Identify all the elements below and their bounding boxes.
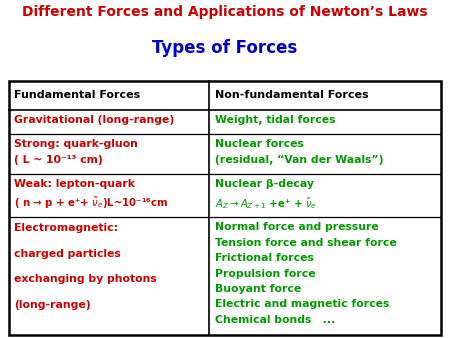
Text: $A_Z \rightarrow A_{Z+1}$ +e⁺ + $\tilde{\nu}_e$: $A_Z \rightarrow A_{Z+1}$ +e⁺ + $\tilde{… [215,196,317,211]
Text: Fundamental Forces: Fundamental Forces [14,91,141,100]
Text: ( n → p + e⁺+ $\tilde{\nu}_e$)L~10⁻¹⁶cm: ( n → p + e⁺+ $\tilde{\nu}_e$)L~10⁻¹⁶cm [14,196,168,211]
Text: Strong: quark-gluon: Strong: quark-gluon [14,139,138,149]
Text: Types of Forces: Types of Forces [153,39,297,57]
Text: Non-fundamental Forces: Non-fundamental Forces [215,91,368,100]
Text: Propulsion force: Propulsion force [215,269,315,279]
Text: Gravitational (long-range): Gravitational (long-range) [14,115,175,125]
Text: Weak: lepton-quark: Weak: lepton-quark [14,179,135,189]
Text: Tension force and shear force: Tension force and shear force [215,238,396,248]
Text: Normal force and pressure: Normal force and pressure [215,222,378,232]
Text: Electromagnetic:: Electromagnetic: [14,223,118,233]
Text: Frictional forces: Frictional forces [215,253,314,263]
Text: Different Forces and Applications of Newton’s Laws: Different Forces and Applications of New… [22,5,428,19]
Text: ( L ~ 10⁻¹³ cm): ( L ~ 10⁻¹³ cm) [14,154,103,165]
Text: (long-range): (long-range) [14,300,91,310]
Text: Chemical bonds   ...: Chemical bonds ... [215,315,335,325]
Text: Buoyant force: Buoyant force [215,284,301,294]
Text: charged particles: charged particles [14,249,121,259]
Text: exchanging by photons: exchanging by photons [14,274,157,284]
Text: Electric and magnetic forces: Electric and magnetic forces [215,299,389,309]
Text: Nuclear forces: Nuclear forces [215,139,303,149]
Text: Nuclear β-decay: Nuclear β-decay [215,179,314,189]
Text: (residual, “Van der Waals”): (residual, “Van der Waals”) [215,154,383,165]
Text: Weight, tidal forces: Weight, tidal forces [215,115,335,125]
